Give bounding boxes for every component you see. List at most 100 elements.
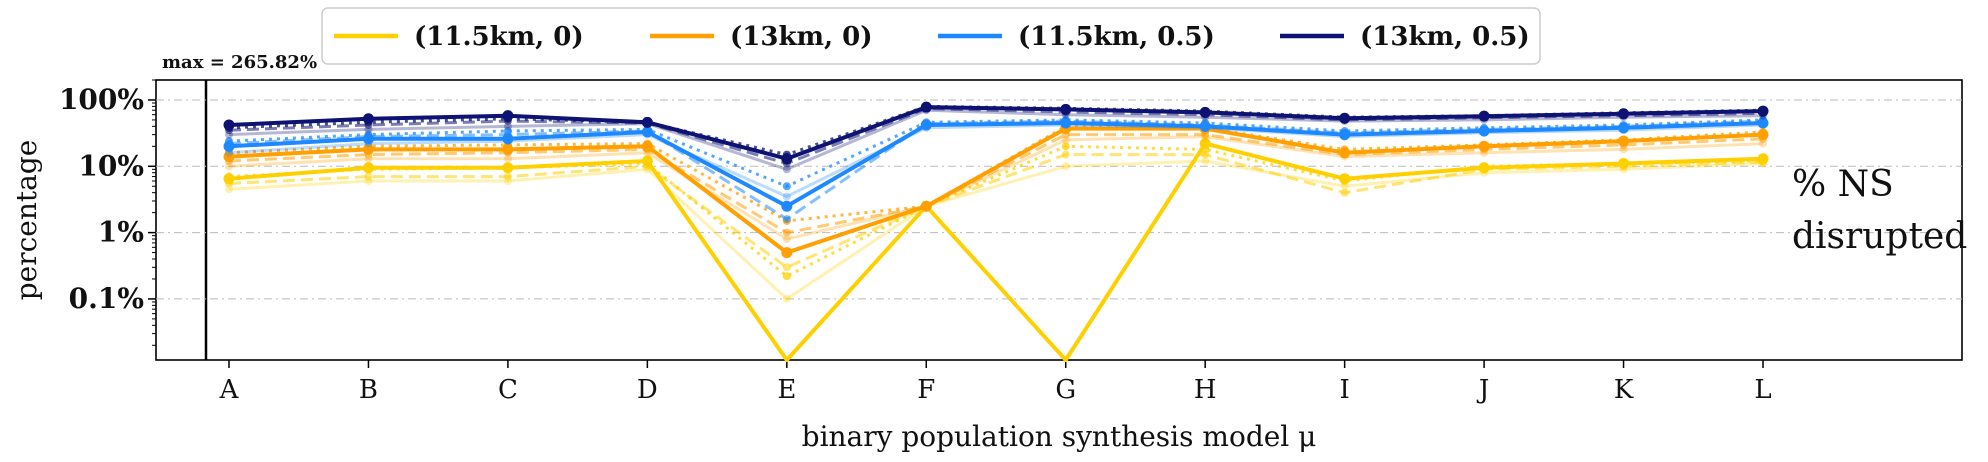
series-0-line-point [1199,138,1211,150]
series-0-line-point [502,162,514,174]
series-3-line-point [920,101,932,113]
series-2-line-point [1199,120,1211,132]
y-axis-label: percentage [10,140,43,301]
legend: (11.5km, 0) (13km, 0) (11.5km, 0.5) (13km, … [321,7,1541,65]
series-1-variant-0-line-point [503,154,512,163]
x-axis-label: binary population synthesis model μ [802,420,1317,453]
series-1-line-point [502,143,514,155]
y-tick-label: 100% [59,83,144,116]
x-tick-label: K [1614,375,1634,405]
x-tick-label: L [1754,375,1771,405]
x-tick-label: J [1476,375,1489,405]
series-1-line-point [1339,147,1351,159]
grid-lines [156,99,1962,300]
series-2-line-point [1339,129,1351,141]
y-tick-label: 1% [98,216,144,249]
x-tick-label: F [917,375,935,405]
series-0-line-point [223,173,235,185]
series-3-line-point [1060,103,1072,115]
series-0-line-point [362,162,374,174]
series-2-line-point [223,140,235,152]
series-0-line-point [1339,173,1351,185]
series-3-line-point [1199,106,1211,118]
series-0-line [228,141,1764,362]
series-2-line-point [1757,117,1769,129]
legend-label: (13km, 0) [730,22,873,52]
x-ticks: A B C D E F G H I J K L [219,360,1772,405]
y-tick-label: 0.1% [69,282,144,315]
series-1-variant-0-line [228,135,1764,241]
series-2-variant-2-line-point [503,127,512,136]
series-0-variant-1-line-point [782,263,791,272]
series-1-line-point [1757,129,1769,141]
series-1-line-point [781,247,793,259]
series-1-line [228,126,1764,255]
series-0-variant-1-line-point [1061,150,1070,159]
series-0-line-point [641,155,653,167]
x-tick-label: B [359,375,378,405]
series-3-variant-0-line [228,108,1764,171]
series-3-line-point [223,119,235,131]
max-annotation: max = 265.82% [162,52,317,73]
series-0-line-point [1478,162,1490,174]
series-2-variant-1-line-point [782,215,791,224]
series-3-line-point [1339,112,1351,124]
series-3-line-point [1478,110,1490,122]
series-1-line-point [223,151,235,163]
series-2-line-point [920,119,932,131]
x-tick-label: E [777,375,796,405]
series-0-variant-1-line-point [364,172,373,181]
series-3-line [228,105,1764,161]
series-0-variant-2-line-point [1061,142,1070,151]
series-1-line-point [1618,135,1630,147]
series-1-line-point [362,143,374,155]
x-tick-label: A [219,375,240,405]
legend-box [321,7,1541,65]
series-3-line-point [781,153,793,165]
series-0-variant-0-line-point [225,185,233,194]
series-2-line-point [362,133,374,145]
legend-label: (11.5km, 0.5) [1018,22,1215,52]
legend-label: (13km, 0.5) [1360,22,1530,52]
series-3-line-point [641,116,653,128]
series-2-variant-0-line-point [782,192,791,201]
x-tick-label: H [1194,375,1217,405]
series-1-variant-1-line [228,133,1764,235]
series-3-line-point [1618,108,1630,120]
series-layer [223,101,1769,362]
x-tick-label: I [1339,375,1349,405]
series-0-variant-0-line-point [782,294,791,303]
series-3-line-point [362,113,374,125]
x-tick-label: D [637,375,658,405]
series-1-line-point [920,200,932,212]
series-0-variant-2-line-point [782,272,791,281]
series-1-variant-1-line-point [782,228,791,237]
series-2-line [228,121,1764,209]
side-annotation-line2: disrupted [1792,216,1967,257]
series-2-line-point [1618,122,1630,134]
series-1-variant-0-line-point [782,235,791,244]
y-tick-label: 10% [78,149,144,182]
series-1-line-point [1478,140,1490,152]
series-0-variant-0-line [228,159,1764,301]
series-2-variant-2-line-point [782,182,791,191]
series-0-variant-1-line-point [1340,188,1349,197]
series-1-line-point [641,140,653,152]
x-tick-label: G [1055,375,1076,405]
series-0-line-point [1618,158,1630,170]
series-0-variant-0-line-point [1201,157,1210,166]
series-0-line-point [1757,153,1769,165]
series-0-variant-1-line-point [503,172,512,181]
legend-label: (11.5km, 0) [414,22,584,52]
series-0-variant-0-line-point [1061,162,1070,171]
y-ticks: 0.1% 1% 10% 100% [59,79,156,346]
series-3-variant-0-line-point [782,165,791,174]
series-3-line-point [502,110,514,122]
x-tick-label: C [498,375,518,405]
series-2-line-point [781,200,793,212]
series-3-line-point [1757,105,1769,117]
side-annotation-line1: % NS [1792,164,1894,205]
plot-frame [155,79,1963,361]
series-2-variant-2-line [228,118,1764,188]
